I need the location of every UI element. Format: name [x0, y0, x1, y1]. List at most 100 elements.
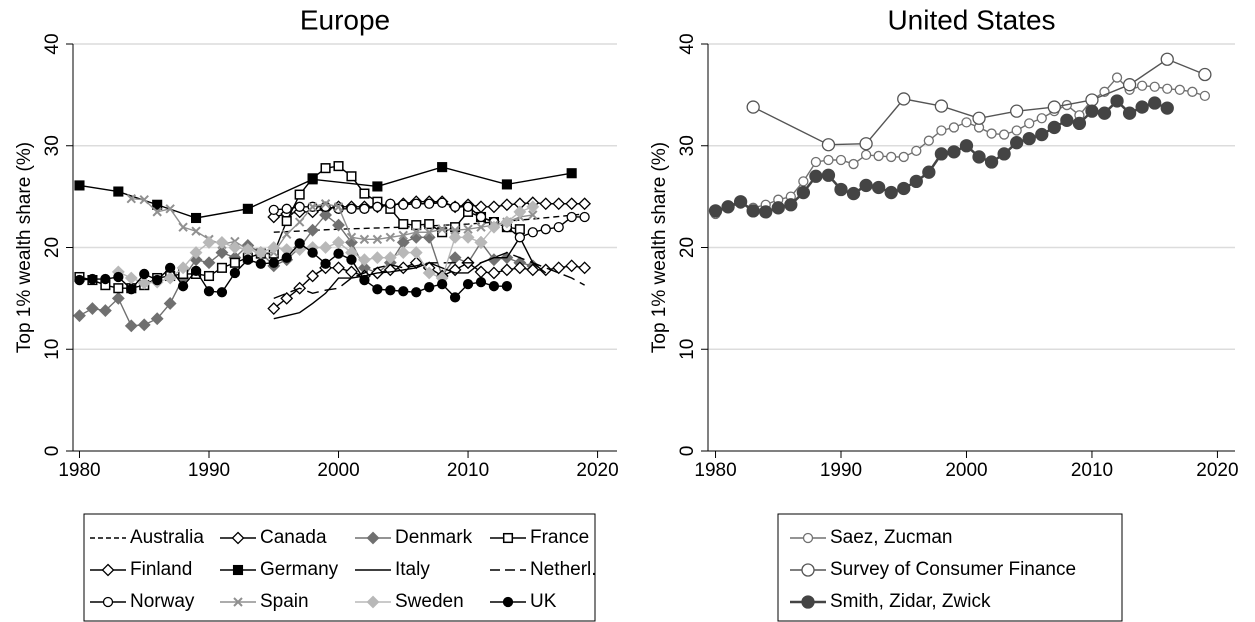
marker: [98, 304, 112, 318]
marker: [802, 532, 814, 544]
marker: [798, 176, 809, 187]
marker: [113, 283, 124, 294]
marker: [449, 201, 461, 212]
marker: [871, 180, 886, 195]
legend-label: Netherl.: [530, 559, 597, 580]
marker: [366, 595, 380, 609]
marker: [345, 265, 358, 279]
marker: [461, 230, 475, 244]
marker: [294, 238, 305, 249]
x-tick-label: 2010: [447, 460, 489, 481]
marker: [578, 261, 592, 275]
marker: [383, 263, 397, 277]
marker: [1110, 94, 1124, 108]
marker: [860, 149, 872, 161]
marker: [113, 271, 124, 283]
marker: [1135, 100, 1149, 114]
marker: [216, 262, 228, 273]
marker: [886, 151, 897, 163]
y-tick-label: 0: [677, 446, 698, 457]
marker: [539, 263, 553, 277]
legend-box: [777, 513, 1123, 622]
marker: [281, 252, 292, 263]
marker: [190, 212, 202, 224]
marker: [190, 265, 202, 277]
series: [268, 197, 590, 243]
marker: [436, 278, 448, 290]
marker: [74, 180, 85, 191]
marker: [539, 197, 553, 211]
y-tick-label: 10: [42, 339, 63, 360]
marker: [189, 246, 203, 260]
x-tick-label: 2000: [945, 460, 987, 481]
marker: [422, 266, 436, 280]
series-line: [79, 166, 572, 219]
series: [74, 238, 513, 303]
legend-label: Norway: [130, 591, 195, 612]
marker: [229, 267, 241, 279]
legend-label: Germany: [260, 559, 339, 580]
marker: [165, 204, 175, 214]
marker: [578, 197, 592, 211]
marker: [475, 211, 487, 223]
x-tick-label: 1990: [188, 460, 230, 481]
marker: [398, 230, 408, 240]
marker: [1160, 52, 1174, 66]
marker: [565, 259, 579, 273]
marker: [784, 198, 798, 212]
marker: [177, 281, 189, 292]
marker: [111, 291, 125, 305]
marker: [398, 286, 409, 297]
marker: [475, 276, 487, 288]
marker: [834, 182, 848, 197]
marker: [372, 181, 383, 192]
marker: [124, 271, 138, 285]
marker: [267, 302, 281, 315]
legend-label: Saez, Zucman: [830, 527, 953, 548]
marker: [396, 246, 410, 260]
marker: [74, 274, 85, 286]
marker: [411, 227, 421, 237]
series: [708, 94, 1174, 219]
marker: [100, 273, 111, 285]
marker: [411, 220, 422, 231]
marker: [409, 246, 423, 260]
x-tick-label: 2020: [576, 460, 618, 481]
marker: [231, 531, 245, 545]
marker: [359, 234, 370, 245]
marker: [501, 281, 513, 292]
marker: [424, 282, 435, 293]
marker: [897, 92, 911, 106]
legend-label: Denmark: [395, 527, 473, 548]
marker: [228, 241, 242, 254]
marker: [268, 257, 279, 268]
marker: [152, 207, 162, 217]
marker: [424, 227, 434, 237]
marker: [280, 291, 294, 305]
marker: [320, 199, 331, 209]
marker: [216, 287, 228, 298]
chart-title: United States: [887, 4, 1055, 35]
y-axis-label: Top 1% wealth share (%): [649, 142, 670, 353]
marker: [203, 286, 215, 297]
marker: [124, 319, 138, 333]
marker: [137, 276, 151, 290]
marker: [986, 128, 997, 139]
legend-label: Spain: [260, 591, 309, 612]
series-line: [79, 242, 507, 299]
marker: [487, 220, 501, 234]
marker: [1136, 80, 1148, 91]
marker: [997, 147, 1011, 161]
legend-label: Finland: [130, 559, 192, 580]
marker: [346, 254, 357, 265]
series: [273, 235, 547, 320]
marker: [801, 563, 815, 577]
marker: [233, 597, 243, 607]
marker: [821, 138, 836, 152]
marker: [163, 271, 177, 285]
marker: [203, 270, 215, 282]
marker: [1097, 106, 1112, 120]
y-tick-label: 40: [42, 33, 63, 54]
x-tick-label: 1990: [820, 460, 862, 481]
marker: [898, 151, 909, 163]
